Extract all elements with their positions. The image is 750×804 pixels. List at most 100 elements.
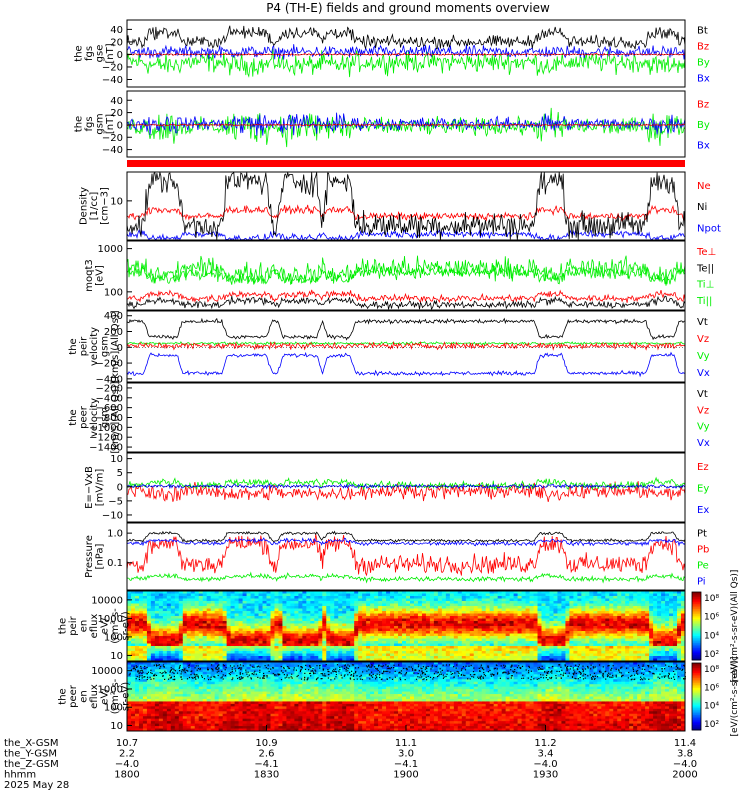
spectrogram-cell [171, 611, 175, 614]
spectrogram-cell [557, 636, 561, 639]
spectrogram-cell [534, 611, 538, 614]
spectrogram-cell [346, 606, 350, 609]
spectrogram-cell [661, 604, 665, 607]
spectrogram-cell [143, 649, 147, 652]
spectrogram-cell [609, 614, 613, 617]
spectrogram-cell [454, 616, 458, 619]
spectrogram-cell [322, 621, 326, 624]
spectrogram-cell [370, 601, 374, 604]
spectrogram-cell [677, 629, 681, 632]
spectrogram-cell [549, 599, 553, 602]
spectrogram-cell [382, 599, 386, 602]
spectrogram-cell [374, 651, 378, 654]
spectrogram-cell [338, 651, 342, 654]
spectrogram-cell [434, 594, 438, 597]
spectrogram-cell [530, 639, 534, 642]
spectrogram-cell [247, 599, 251, 602]
spectrogram-cell [191, 711, 195, 714]
spectrogram-cell [438, 651, 442, 654]
spectrogram-cell [255, 631, 259, 634]
spectrogram-cell [438, 634, 442, 637]
spectrogram-cell [434, 636, 438, 639]
spectrogram-cell [286, 644, 290, 647]
spectrogram-cell [219, 726, 223, 729]
spectrogram-cell [546, 616, 550, 619]
spectrogram-cell [394, 616, 398, 619]
spectrogram-cell [191, 604, 195, 607]
spectrogram-cell [131, 699, 135, 702]
spectrogram-cell [147, 646, 151, 649]
spectrogram-cell [422, 634, 426, 637]
spectrogram-cell [270, 641, 274, 644]
spectrogram-cell [414, 616, 418, 619]
spectrogram-cell [498, 644, 502, 647]
spectrogram-cell [466, 634, 470, 637]
spectrogram-cell [306, 629, 310, 632]
y-tick-label: 40 [110, 96, 123, 107]
spectrogram-cell [569, 634, 573, 637]
spectrogram-cell [282, 639, 286, 642]
spectrogram-cell [613, 634, 617, 637]
y-axis-label-line: [km/s](All Qs)] [110, 381, 121, 453]
spectrogram-cell [613, 614, 617, 617]
spectrogram-cell [458, 594, 462, 597]
spectrogram-cell [569, 616, 573, 619]
spectrogram-cell [557, 604, 561, 607]
spectrogram-cell [526, 651, 530, 654]
spectrogram-cell [187, 719, 191, 722]
spectrogram-cell [171, 664, 175, 667]
spectrogram-cell [502, 621, 506, 624]
spectrogram-cell [203, 699, 207, 702]
spectrogram-cell [227, 692, 231, 695]
spectrogram-cell [645, 606, 649, 609]
spectrogram-cell [191, 651, 195, 654]
spectrogram-cell [155, 641, 159, 644]
spectrogram-cell [546, 636, 550, 639]
spectrogram-cell [235, 719, 239, 722]
spectrogram-cell [414, 599, 418, 602]
spectrogram-cell [175, 634, 179, 637]
spectrogram-cell [502, 654, 506, 657]
spectrogram-cell [454, 639, 458, 642]
spectrogram-cell [374, 596, 378, 599]
spectrogram-cell [621, 626, 625, 629]
spectrogram-cell [270, 599, 274, 602]
spectrogram-cell [259, 646, 263, 649]
spectrogram-cell [155, 614, 159, 617]
spectrogram-cell [526, 626, 530, 629]
spectrogram-cell [573, 651, 577, 654]
spectrogram-cell [410, 621, 414, 624]
spectrogram-cell [306, 616, 310, 619]
spectrogram-cell [223, 684, 227, 687]
spectrogram-cell [231, 706, 235, 709]
spectrogram-cell [231, 599, 235, 602]
spectrogram-cell [645, 651, 649, 654]
spectrogram-cell [366, 616, 370, 619]
spectrogram-cell [183, 599, 187, 602]
spectrogram-cell [219, 672, 223, 675]
spectrogram-cell [673, 629, 677, 632]
spectrogram-cell [601, 634, 605, 637]
spectrogram-cell [195, 694, 199, 697]
spectrogram-cell [207, 614, 211, 617]
spectrogram-cell [410, 616, 414, 619]
spectrogram-cell [370, 611, 374, 614]
spectrogram-cell [621, 636, 625, 639]
spectrogram-cell [282, 609, 286, 612]
spectrogram-cell [195, 692, 199, 695]
spectrogram-cell [625, 609, 629, 612]
spectrogram-cell [553, 616, 557, 619]
spectrogram-cell [286, 621, 290, 624]
spectrogram-cell [669, 599, 673, 602]
spectrogram-cell [139, 716, 143, 719]
spectrogram-cell [502, 601, 506, 604]
spectrogram-cell [422, 626, 426, 629]
spectrogram-cell [235, 687, 239, 690]
spectrogram-cell [131, 716, 135, 719]
spectrogram-cell [346, 619, 350, 622]
spectrogram-cell [557, 644, 561, 647]
spectrogram-cell [522, 601, 526, 604]
spectrogram-cell [601, 596, 605, 599]
spectrogram-cell [235, 609, 239, 612]
